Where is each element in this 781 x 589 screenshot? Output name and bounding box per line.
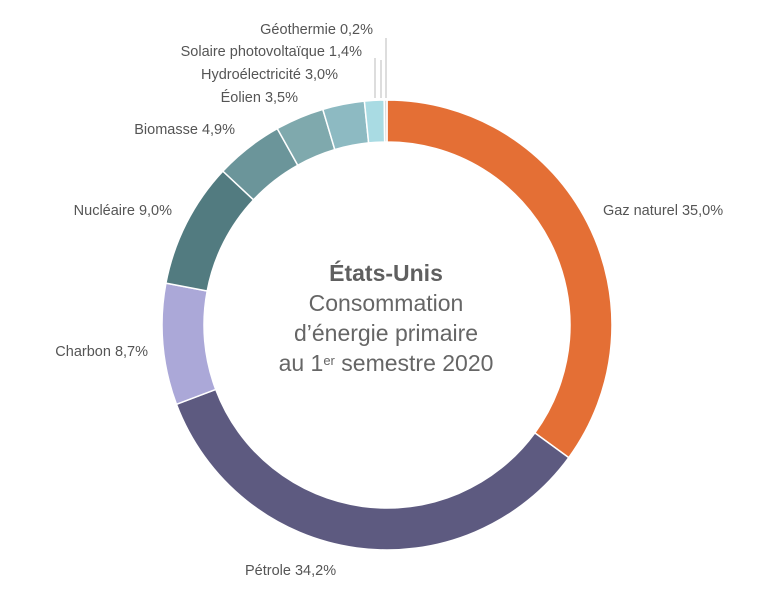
donut-slice-2 — [161, 282, 217, 406]
subtitle-au-1: au 1 — [278, 350, 324, 376]
slice-label-1: Pétrole 34,2% — [245, 563, 336, 579]
chart-subtitle-line-2: d’énergie primaire — [293, 320, 479, 346]
donut-slice-8 — [383, 99, 388, 143]
slice-label-2: Charbon 8,7% — [55, 344, 148, 360]
donut-slice-7 — [363, 99, 386, 144]
chart-title: États-Unis — [329, 260, 443, 286]
slice-label-4: Biomasse 4,9% — [134, 122, 235, 138]
slice-label-6: Hydroélectricité 3,0% — [201, 67, 338, 83]
slice-label-5: Éolien 3,5% — [221, 89, 298, 106]
subtitle-semestre: semestre 2020 — [334, 350, 494, 376]
chart-subtitle-line-3: au 1er semestre 2020 — [236, 348, 536, 378]
subtitle-superscript-er: er — [323, 353, 335, 368]
slice-label-8: Géothermie 0,2% — [260, 22, 373, 38]
chart-center-text: États-Unis Consommation d’énergie primai… — [236, 258, 536, 378]
slice-label-0: Gaz naturel 35,0% — [603, 203, 723, 219]
chart-subtitle-line-1: Consommation — [308, 290, 464, 316]
donut-slice-1 — [175, 388, 570, 551]
slice-label-3: Nucléaire 9,0% — [74, 203, 172, 219]
slice-label-7: Solaire photovoltaïque 1,4% — [181, 44, 362, 60]
